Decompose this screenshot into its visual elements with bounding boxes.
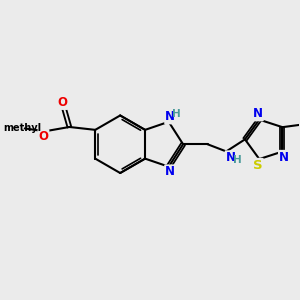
Text: N: N [279, 151, 289, 164]
Text: N: N [226, 151, 236, 164]
Text: S: S [253, 159, 263, 172]
Text: H: H [233, 155, 242, 165]
Text: H: H [172, 109, 181, 119]
Text: N: N [165, 165, 175, 178]
Text: O: O [38, 130, 49, 143]
Text: N: N [253, 107, 263, 120]
Text: N: N [165, 110, 175, 123]
Text: O: O [57, 96, 67, 109]
Text: methyl: methyl [3, 123, 41, 134]
